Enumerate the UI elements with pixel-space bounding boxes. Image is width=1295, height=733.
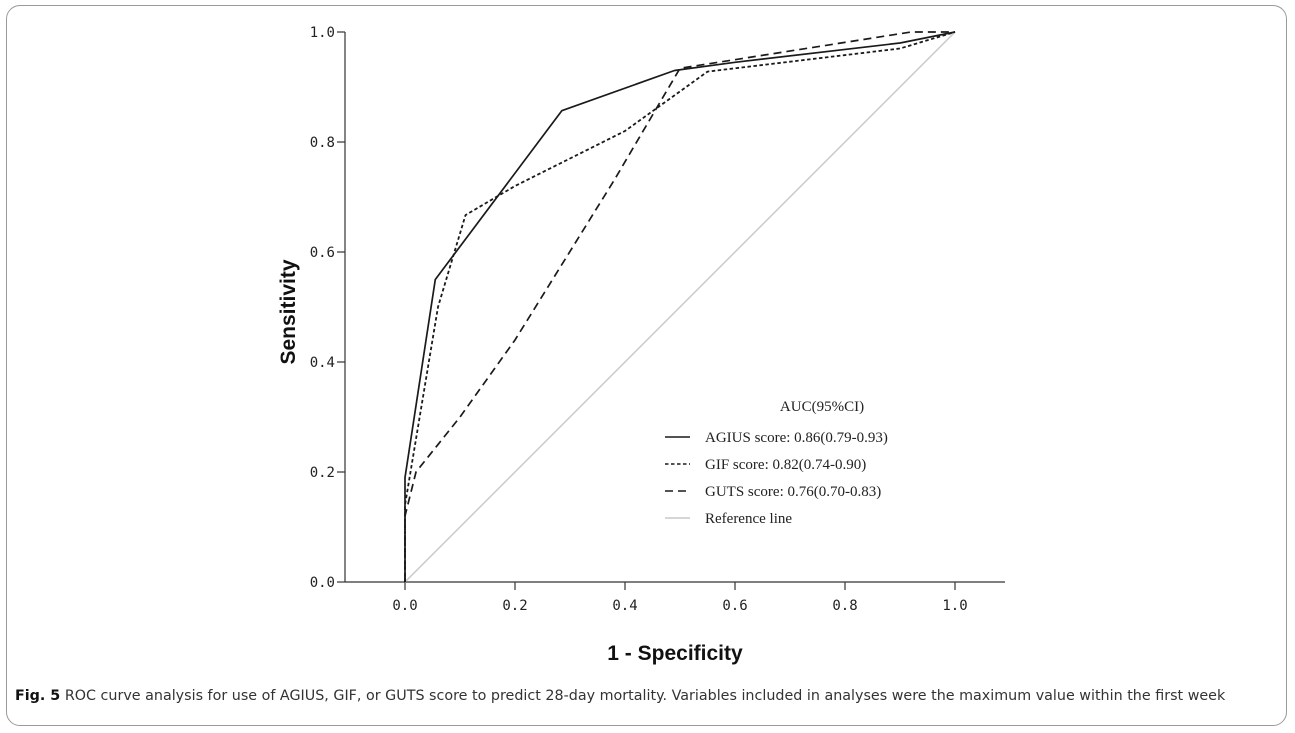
legend-entry: Reference line bbox=[705, 511, 792, 527]
y-axis-title: Sensitivity bbox=[277, 259, 300, 364]
series-line-reference bbox=[404, 31, 956, 583]
x-tick-label: 0.8 bbox=[832, 598, 857, 614]
legend-title: AUC(95%CI) bbox=[780, 399, 864, 415]
legend-entry: AGIUS score: 0.86(0.79-0.93) bbox=[705, 430, 888, 446]
x-axis-title: 1 - Specificity bbox=[607, 642, 743, 665]
y-tick-label: 0.0 bbox=[310, 575, 335, 591]
x-tick-label: 1.0 bbox=[942, 598, 967, 614]
legend-entry: GUTS score: 0.76(0.70-0.83) bbox=[705, 484, 881, 500]
series-line-guts bbox=[404, 31, 955, 582]
x-tick-label: 0.6 bbox=[722, 598, 747, 614]
figure-caption: Fig. 5 ROC curve analysis for use of AGI… bbox=[15, 685, 1270, 707]
figure-caption-text: ROC curve analysis for use of AGIUS, GIF… bbox=[64, 688, 1226, 704]
y-tick-label: 1.0 bbox=[310, 25, 335, 41]
y-tick-label: 0.8 bbox=[310, 135, 335, 151]
figure-frame bbox=[6, 5, 1287, 726]
series-line-agius bbox=[404, 31, 956, 582]
chart-legend: AUC(95%CI) AGIUS score: 0.86(0.79-0.93) GI… bbox=[665, 399, 888, 527]
figure-label: Fig. 5 bbox=[15, 688, 61, 704]
x-tick-label: 0.4 bbox=[612, 598, 637, 614]
x-tick-label: 0.2 bbox=[502, 598, 527, 614]
y-tick-label: 0.2 bbox=[310, 465, 335, 481]
y-tick-label: 0.4 bbox=[310, 355, 335, 371]
chart-axes: 0.0 0.2 0.4 0.6 0.8 1.0 0.0 0.2 0.4 0.6 0.8 1.0 bbox=[310, 25, 1005, 614]
chart-series-layer bbox=[404, 31, 956, 583]
x-tick-label: 0.0 bbox=[392, 598, 417, 614]
legend-entry: GIF score: 0.82(0.74-0.90) bbox=[705, 457, 866, 473]
y-tick-label: 0.6 bbox=[310, 245, 335, 261]
